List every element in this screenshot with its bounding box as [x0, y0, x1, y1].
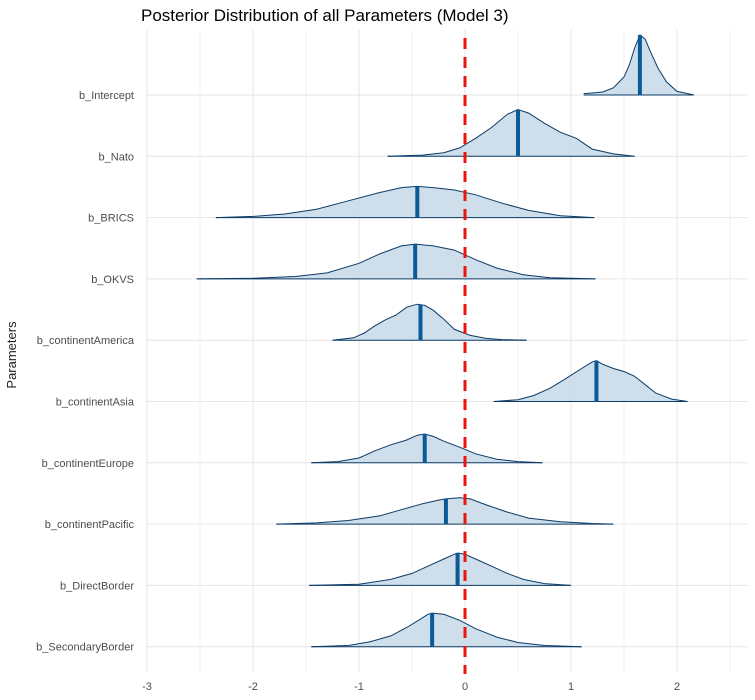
density-fill — [215, 186, 595, 218]
density-fill — [196, 244, 596, 279]
x-tick-label: -1 — [354, 681, 364, 693]
x-tick-label: 2 — [674, 681, 680, 693]
y-tick-label: b_SecondaryBorder — [36, 642, 134, 654]
y-tick-label: b_BRICS — [88, 213, 134, 225]
density-fill — [309, 553, 571, 586]
density-outline — [493, 360, 688, 402]
density-fill — [311, 434, 543, 463]
chart-title: Posterior Distribution of all Parameters… — [141, 6, 509, 25]
density-fill — [332, 304, 527, 341]
axis-labels-layer: -3 -2 -1 0 1 2 b_Intercept b_Nato b_BRICS b_OKVSb… — [36, 90, 680, 693]
y-tick-label: b_OKVS — [91, 274, 134, 286]
x-tick-label: -2 — [248, 681, 258, 693]
y-tick-label: b_continentPacific — [45, 519, 135, 531]
density-fill — [493, 360, 688, 402]
x-tick-label: 1 — [568, 681, 574, 693]
density-fill — [387, 109, 635, 157]
y-tick-label: b_continentAsia — [56, 397, 135, 409]
y-tick-label: b_Nato — [99, 151, 134, 163]
density-fill — [311, 613, 582, 647]
y-tick-label: b_DirectBorder — [60, 580, 134, 592]
y-tick-label: b_continentAmerica — [37, 335, 135, 347]
ridge-layer — [196, 34, 695, 648]
x-tick-label: 0 — [462, 681, 468, 693]
x-tick-label: -3 — [142, 681, 152, 693]
density-outline — [276, 497, 614, 525]
y-tick-label: b_continentEurope — [42, 458, 134, 470]
y-tick-label: b_Intercept — [79, 90, 134, 102]
